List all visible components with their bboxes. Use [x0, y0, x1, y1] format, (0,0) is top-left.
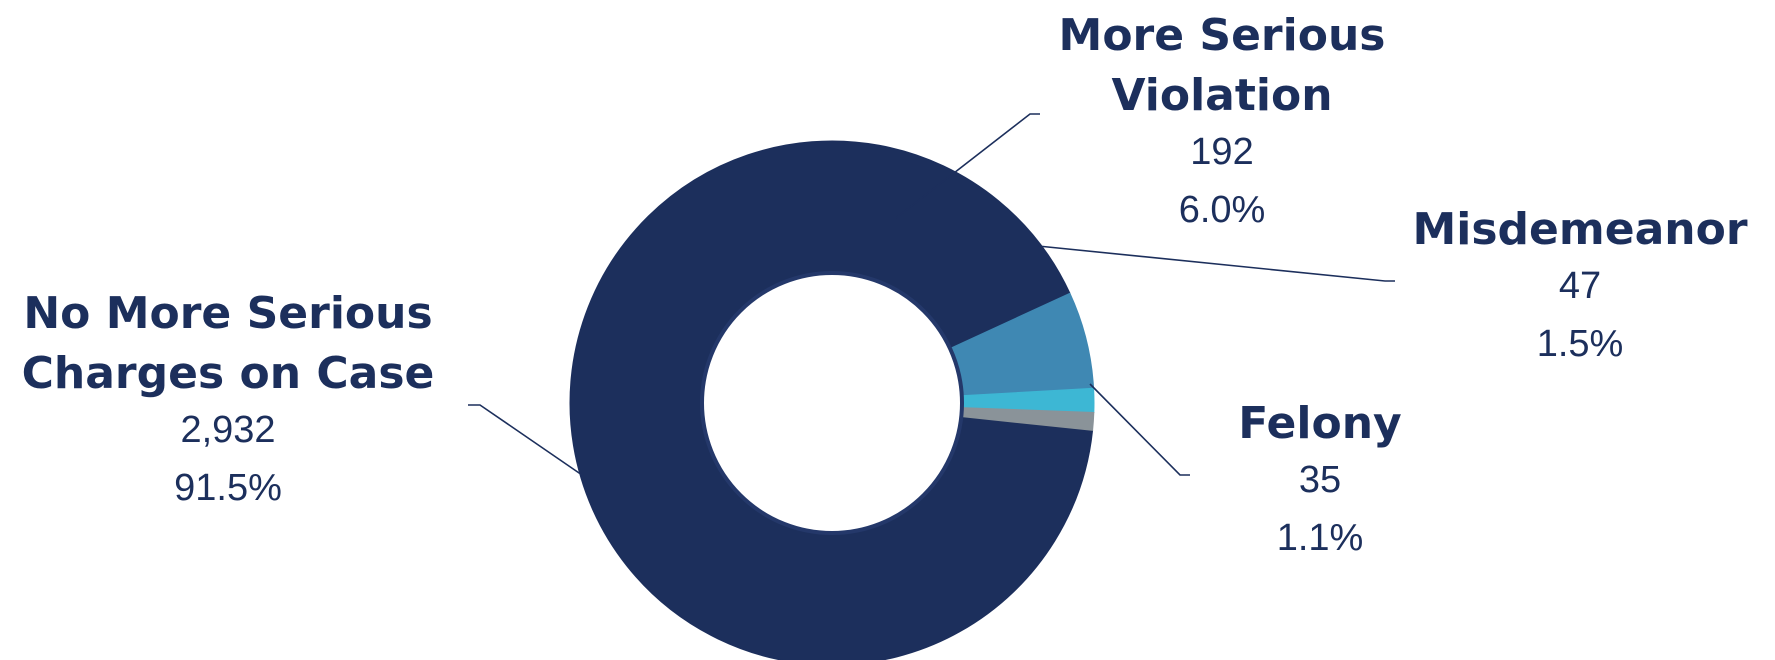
leader-line-no-more-serious [468, 404, 583, 476]
leader-line-misdemeanor [1037, 245, 1395, 282]
label-name-no-more-serious: No More Serious [23, 288, 432, 339]
label-count-more-serious-violation: 192 [1190, 131, 1253, 173]
label-name-more-serious-violation: Violation [1111, 70, 1332, 121]
label-misdemeanor: Misdemeanor 47 1.5% [1412, 204, 1747, 365]
label-no-more-serious: No More Serious Charges on Case 2,932 91.5% [22, 288, 435, 509]
label-count-no-more-serious: 2,932 [180, 409, 275, 451]
leader-line-more-serious-violation [895, 113, 1040, 219]
leader-line-felony [1089, 383, 1190, 476]
label-percent-misdemeanor: 1.5% [1537, 323, 1624, 365]
label-name-more-serious-violation: More Serious [1059, 10, 1386, 61]
label-more-serious-violation: More Serious Violation 192 6.0% [1059, 10, 1386, 231]
label-percent-felony: 1.1% [1277, 517, 1364, 559]
label-percent-more-serious-violation: 6.0% [1179, 189, 1266, 231]
label-name-no-more-serious: Charges on Case [22, 348, 435, 399]
label-percent-no-more-serious: 91.5% [174, 467, 282, 509]
label-name-felony: Felony [1238, 398, 1401, 449]
label-count-felony: 35 [1299, 459, 1341, 501]
label-name-misdemeanor: Misdemeanor [1412, 204, 1747, 255]
donut-hole [700, 271, 964, 535]
label-felony: Felony 35 1.1% [1238, 398, 1401, 559]
label-count-misdemeanor: 47 [1559, 265, 1601, 307]
